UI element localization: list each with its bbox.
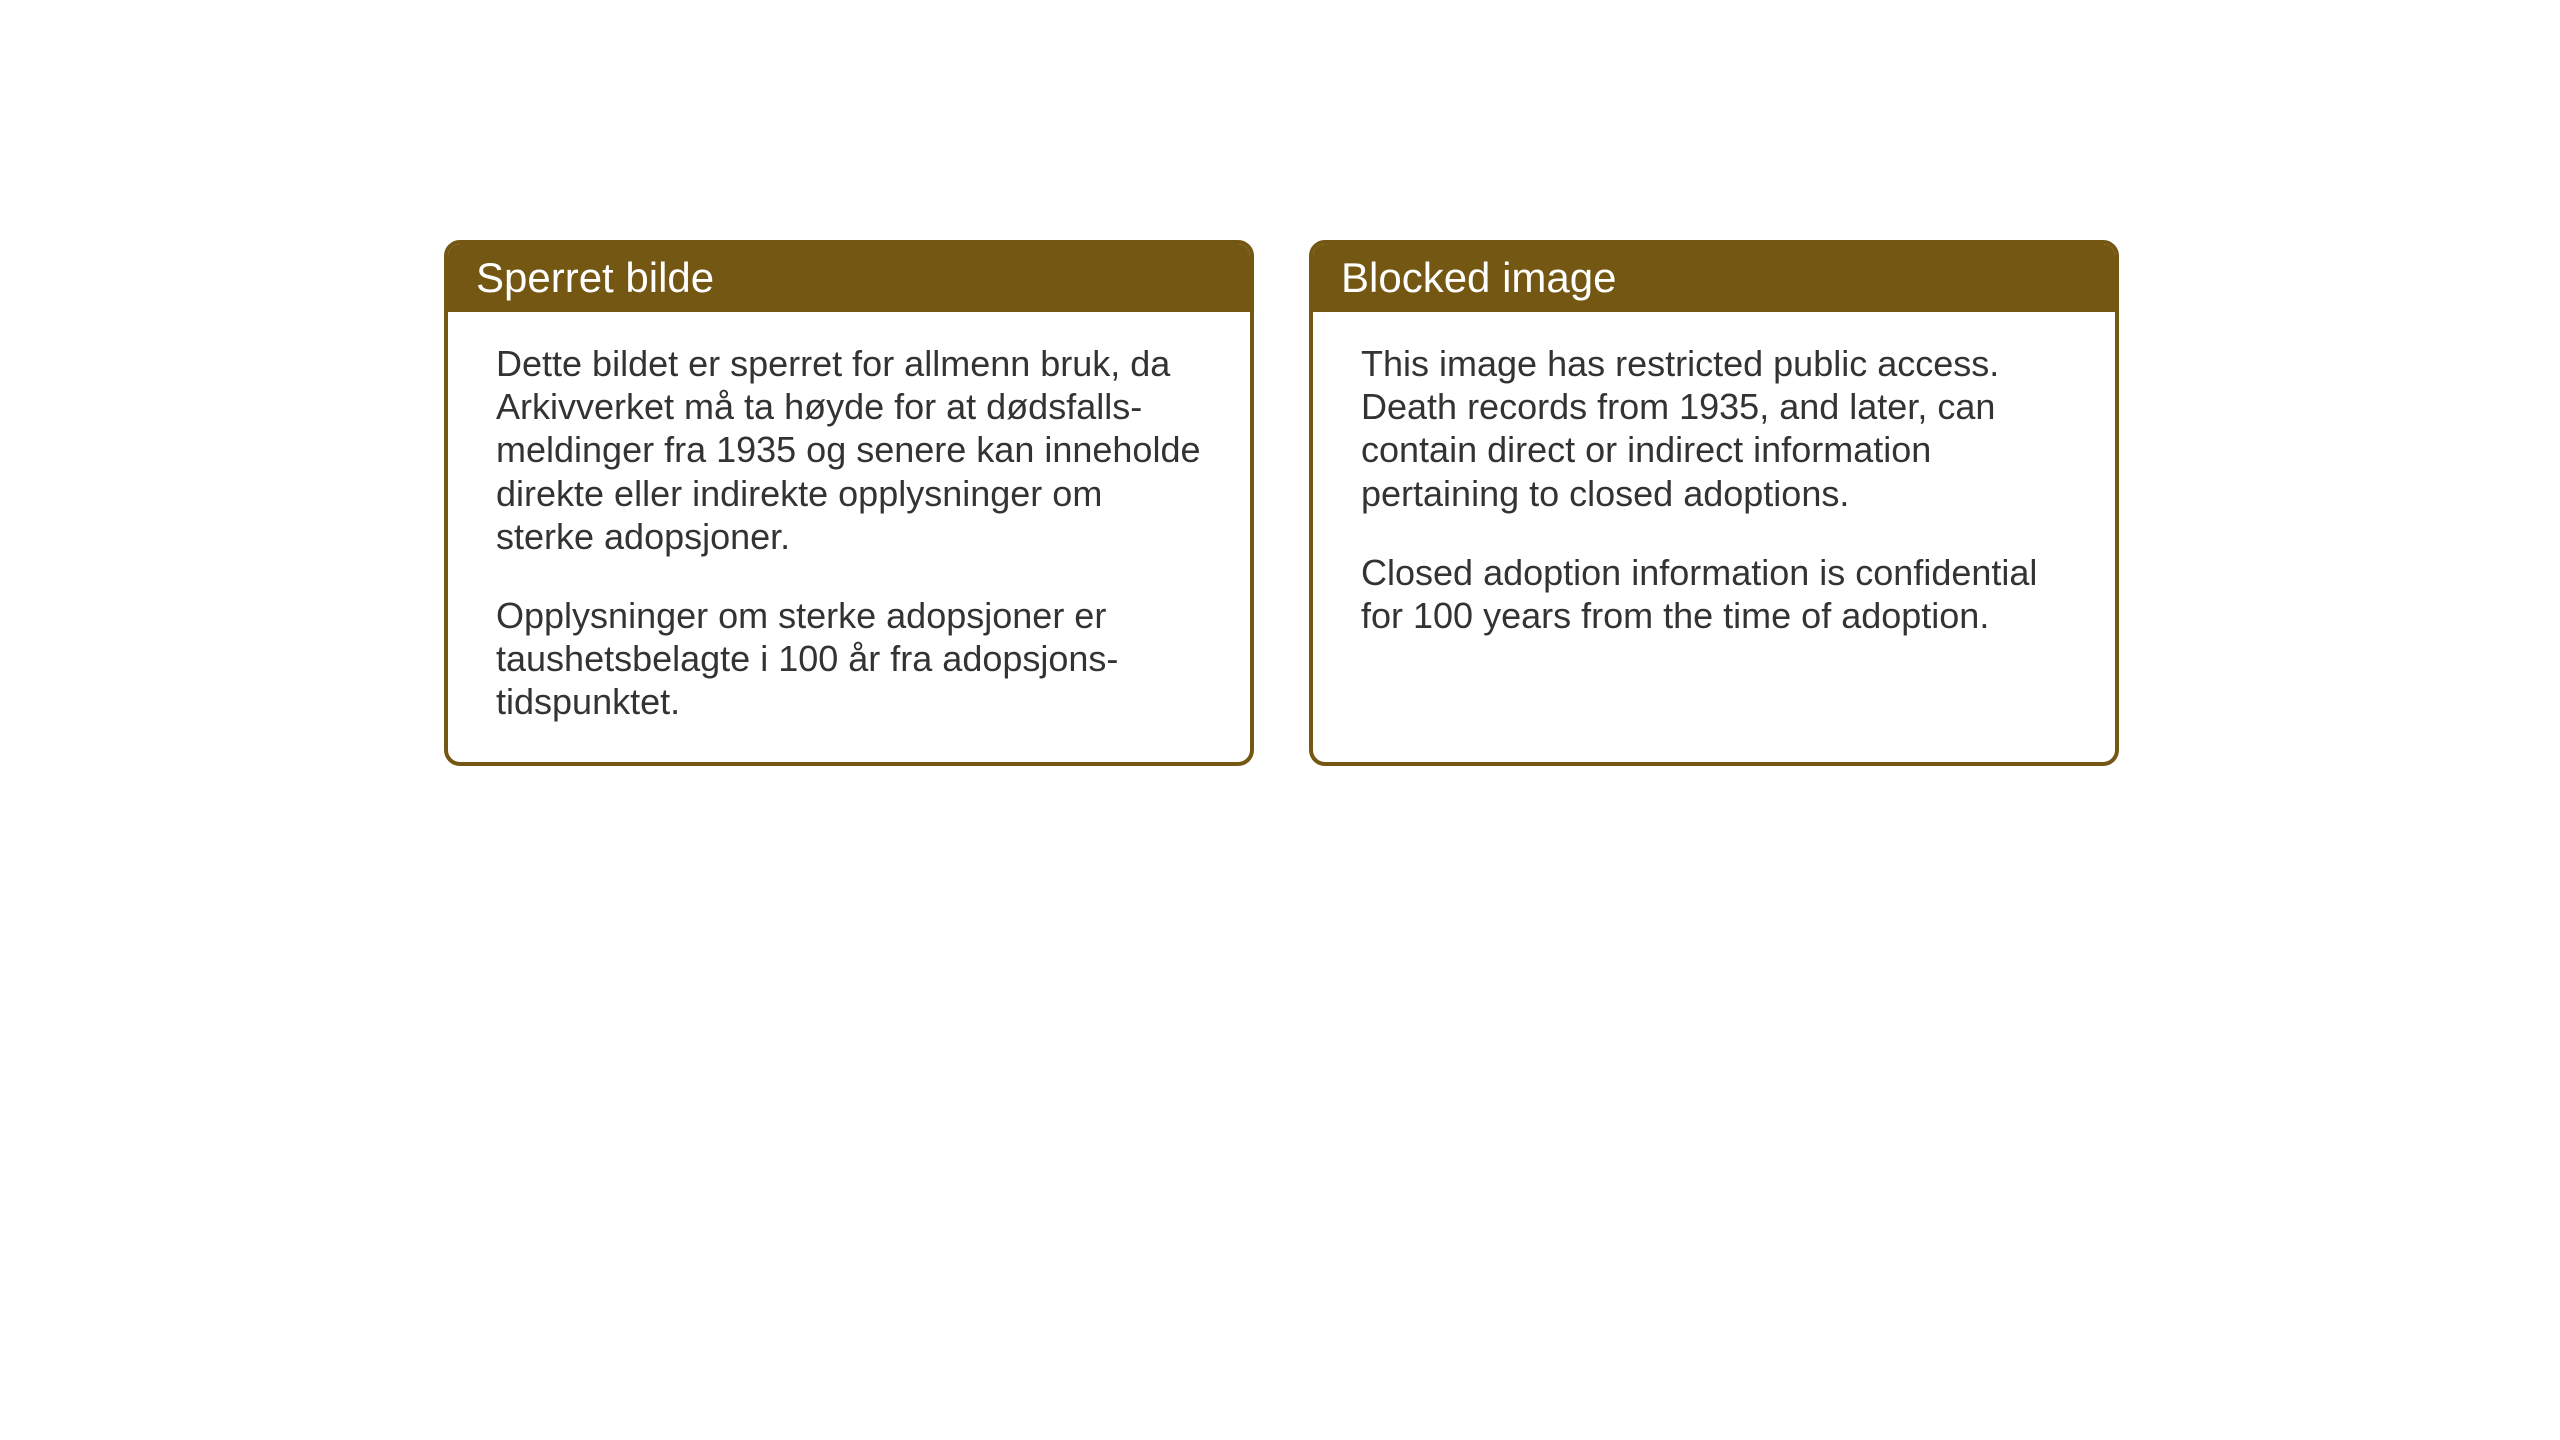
- card-paragraph-1-english: This image has restricted public access.…: [1361, 342, 2067, 515]
- card-norwegian: Sperret bilde Dette bildet er sperret fo…: [444, 240, 1254, 766]
- card-header-norwegian: Sperret bilde: [448, 244, 1250, 312]
- cards-container: Sperret bilde Dette bildet er sperret fo…: [444, 240, 2119, 766]
- card-english: Blocked image This image has restricted …: [1309, 240, 2119, 766]
- card-header-english: Blocked image: [1313, 244, 2115, 312]
- card-body-english: This image has restricted public access.…: [1313, 312, 2115, 675]
- card-paragraph-2-norwegian: Opplysninger om sterke adopsjoner er tau…: [496, 594, 1202, 724]
- card-title-norwegian: Sperret bilde: [476, 254, 714, 301]
- card-paragraph-2-english: Closed adoption information is confident…: [1361, 551, 2067, 637]
- card-paragraph-1-norwegian: Dette bildet er sperret for allmenn bruk…: [496, 342, 1202, 558]
- card-body-norwegian: Dette bildet er sperret for allmenn bruk…: [448, 312, 1250, 762]
- card-title-english: Blocked image: [1341, 254, 1616, 301]
